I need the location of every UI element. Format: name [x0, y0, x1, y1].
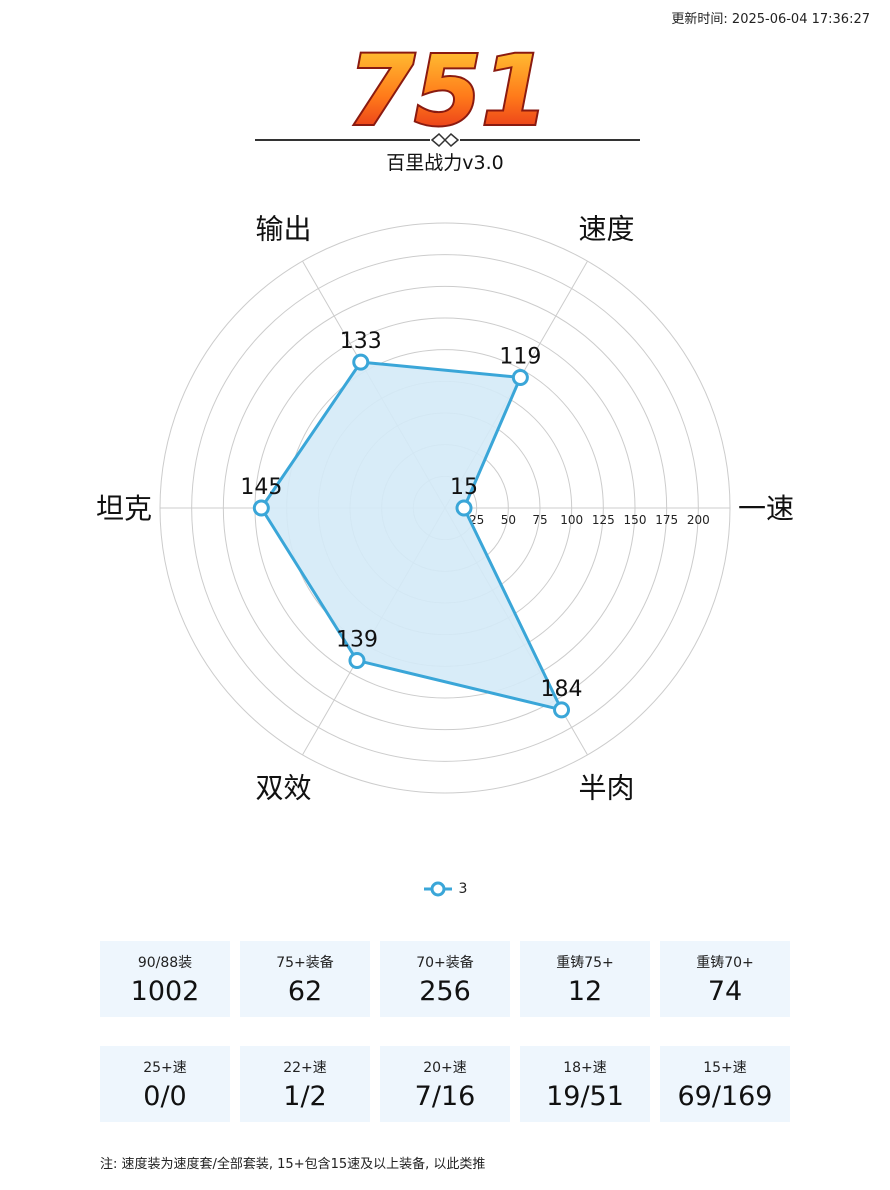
data-point: [352, 353, 370, 371]
legend-marker-icon: [423, 881, 452, 897]
axis-label: 一速: [738, 492, 794, 525]
ring-tick-label: 150: [624, 513, 647, 527]
ring-tick-label: 75: [532, 513, 547, 527]
stat-label: 重铸70+: [696, 954, 754, 971]
stat-card: 22+速 1/2: [240, 1046, 370, 1122]
stat-value: 1002: [130, 975, 200, 1007]
stat-value: 62: [287, 975, 323, 1007]
stat-label: 25+速: [143, 1059, 187, 1076]
update-time: 更新时间: 2025-06-04 17:36:27: [671, 12, 870, 27]
ring-tick-label: 50: [501, 513, 516, 527]
stat-card: 90/88装 1002: [100, 941, 230, 1017]
stat-card: 18+速 19/51: [520, 1046, 650, 1122]
data-label: 133: [340, 329, 382, 354]
logo: 751: [0, 20, 890, 180]
stat-card: 75+装备 62: [240, 941, 370, 1017]
radar-ring-labels: 25 50 75 100 125 150 175 200: [469, 513, 710, 527]
stat-label: 重铸75+: [556, 954, 614, 971]
stat-value: 256: [419, 975, 471, 1007]
stat-value: 69/169: [677, 1080, 773, 1112]
stat-value: 19/51: [546, 1080, 624, 1112]
stats-row-equipment: 90/88装 1002 75+装备 62 70+装备 256 重铸75+ 12 重铸70…: [100, 941, 790, 1017]
ring-tick-label: 125: [592, 513, 615, 527]
stat-value: 74: [707, 975, 743, 1007]
ring-tick-label: 200: [687, 513, 710, 527]
data-label: 184: [541, 677, 583, 702]
ornament-icon: [430, 132, 460, 148]
stat-label: 75+装备: [276, 954, 334, 971]
logo-graphic: 751: [255, 33, 640, 149]
stat-card: 15+速 69/169: [660, 1046, 790, 1122]
axis-label: 坦克: [96, 492, 152, 525]
data-label: 15: [450, 475, 478, 500]
data-point: [348, 651, 366, 669]
data-point: [511, 368, 529, 386]
data-label: 139: [336, 627, 378, 652]
stat-value: 1/2: [283, 1080, 327, 1112]
radar-series: 15 119 133 145 139 184: [240, 329, 583, 719]
stat-card: 重铸75+ 12: [520, 941, 650, 1017]
stat-card: 25+速 0/0: [100, 1046, 230, 1122]
logo-number: 751: [348, 35, 548, 147]
stat-label: 90/88装: [137, 954, 193, 971]
stat-card: 重铸70+ 74: [660, 941, 790, 1017]
ring-tick-label: 100: [560, 513, 583, 527]
axis-label: 半肉: [578, 772, 634, 805]
legend-label: 3: [458, 881, 468, 897]
stat-label: 20+速: [423, 1059, 467, 1076]
stat-value: 7/16: [414, 1080, 476, 1112]
stat-label: 15+速: [703, 1059, 747, 1076]
stat-label: 22+速: [283, 1059, 327, 1076]
stat-card: 70+装备 256: [380, 941, 510, 1017]
axis-label: 输出: [255, 212, 311, 245]
footnote: 注: 速度装为速度套/全部套装, 15+包含15速及以上装备, 以此类推: [100, 1157, 486, 1172]
ring-tick-label: 175: [655, 513, 678, 527]
stat-value: 0/0: [143, 1080, 187, 1112]
data-label: 145: [240, 475, 282, 500]
data-point: [553, 701, 571, 719]
series-area: [259, 360, 564, 712]
stat-label: 70+装备: [416, 954, 474, 971]
axis-label: 速度: [578, 212, 634, 245]
legend[interactable]: 3: [0, 880, 890, 898]
data-point: [252, 499, 270, 517]
stat-value: 12: [567, 975, 603, 1007]
chart-subtitle: 百里战力v3.0: [386, 152, 504, 174]
stat-card: 20+速 7/16: [380, 1046, 510, 1122]
stat-label: 18+速: [563, 1059, 607, 1076]
axis-label: 双效: [255, 772, 311, 805]
data-point: [455, 499, 473, 517]
data-label: 119: [499, 344, 541, 369]
stats-row-speed: 25+速 0/0 22+速 1/2 20+速 7/16 18+速 19/51 15+速 6…: [100, 1046, 790, 1122]
